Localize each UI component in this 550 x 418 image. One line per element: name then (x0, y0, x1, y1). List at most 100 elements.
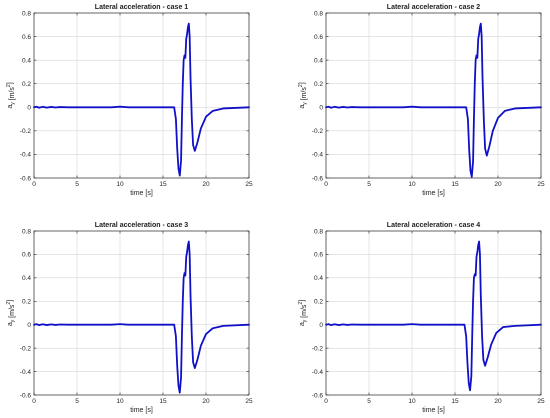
x-tick-label: 15 (159, 181, 167, 188)
axes-box (325, 12, 542, 179)
y-tick-label: 0.6 (22, 34, 31, 41)
y-tick-label: 0.4 (22, 57, 31, 64)
x-tick-label: 10 (116, 181, 124, 188)
x-axis-label: time [s] (422, 407, 445, 414)
y-axis-label-part: y (10, 102, 16, 105)
x-tick-label: 0 (324, 398, 328, 405)
chart-title: Lateral acceleration - case 1 (95, 4, 188, 11)
y-axis-label: ay [m/s2] (6, 82, 16, 108)
x-tick-label: 10 (408, 181, 416, 188)
y-tick-label: -0.4 (20, 369, 32, 376)
x-tick-label: 25 (245, 398, 253, 405)
y-axis-label-part: y (302, 319, 308, 322)
series-line (33, 22, 250, 177)
x-tick-label: 0 (324, 181, 328, 188)
x-axis-label: time [s] (130, 407, 153, 414)
y-axis-label-part: 2 (298, 302, 304, 305)
x-tick-label: 0 (32, 181, 36, 188)
y-tick-label: -0.6 (312, 392, 324, 399)
y-tick-label: 0.4 (314, 275, 323, 282)
y-tick-label: 0.8 (22, 10, 31, 17)
x-tick-label: 20 (202, 181, 210, 188)
y-axis-label-part: [m/s (9, 304, 16, 318)
subplot-1: 0 5 10 15 20 25 -0.6 -0.4 -0.2 0 0.2 0.4 0.6 0.8 Later… (6, 4, 253, 197)
y-axis-label: ay [m/s2] (6, 300, 16, 326)
x-tick-label: 15 (159, 398, 167, 405)
x-tick-label: 20 (494, 181, 502, 188)
chart-title: Lateral acceleration - case 3 (95, 222, 188, 229)
y-axis-label: ay [m/s2] (298, 300, 308, 326)
x-tick-label: 25 (245, 181, 253, 188)
y-axis-label-part: y (10, 319, 16, 322)
y-axis-label: ay [m/s2] (298, 82, 308, 108)
y-tick-label: 0.8 (22, 228, 31, 235)
plot-area (34, 13, 249, 178)
x-tick-label: 15 (451, 181, 459, 188)
y-tick-label: -0.6 (20, 175, 32, 182)
plot-area (326, 13, 541, 178)
subplot-2: 0 5 10 15 20 25 -0.6 -0.4 -0.2 0 0.2 0.4 0.6 0.8 Later… (298, 4, 545, 197)
y-tick-label: -0.4 (312, 369, 324, 376)
y-axis-label-part: 2 (6, 302, 12, 305)
x-tick-label: 10 (116, 398, 124, 405)
x-tick-label: 25 (537, 181, 545, 188)
x-tick-label: 5 (367, 181, 371, 188)
subplot-3: 0 5 10 15 20 25 -0.6 -0.4 -0.2 0 0.2 0.4 0.6 0.8 Later… (6, 222, 253, 414)
plot-area (34, 231, 249, 395)
y-tick-label: 0.2 (22, 299, 31, 306)
x-tick-label: 5 (75, 181, 79, 188)
x-tick-label: 10 (408, 398, 416, 405)
y-tick-label: 0.6 (314, 252, 323, 259)
y-axis-label-part: a (299, 105, 306, 109)
y-axis-label-part: [m/s (301, 87, 308, 101)
y-axis-label-part: 2 (6, 84, 12, 87)
x-tick-label: 5 (75, 398, 79, 405)
y-axis-label-part: [m/s (301, 304, 308, 318)
axes-box (325, 230, 542, 396)
x-tick-label: 5 (367, 398, 371, 405)
y-tick-label: 0 (319, 105, 323, 112)
y-tick-label: 0.2 (22, 81, 31, 88)
y-axis-label-part: [m/s (9, 87, 16, 101)
y-tick-label: -0.4 (312, 152, 324, 159)
y-tick-label: 0.2 (314, 299, 323, 306)
y-tick-label: 0.4 (22, 275, 31, 282)
y-axis-label-part: ] (299, 82, 306, 84)
y-axis-label-part: a (7, 105, 14, 109)
x-axis-label: time [s] (422, 190, 445, 197)
x-tick-label: 0 (32, 398, 36, 405)
y-axis-label-part: y (302, 102, 308, 105)
x-tick-label: 15 (451, 398, 459, 405)
y-axis-label-part: a (7, 322, 14, 326)
y-tick-label: -0.6 (20, 392, 32, 399)
y-tick-label: -0.2 (20, 345, 32, 352)
y-axis-label-part: ] (7, 300, 14, 302)
y-tick-label: 0.8 (314, 10, 323, 17)
y-tick-label: 0.8 (314, 228, 323, 235)
chart-title: Lateral acceleration - case 2 (387, 4, 480, 11)
y-tick-label: -0.2 (312, 345, 324, 352)
y-axis-label-part: ] (7, 82, 14, 84)
axes-box (33, 230, 250, 396)
y-tick-label: 0 (27, 322, 31, 329)
y-tick-label: -0.6 (312, 175, 324, 182)
series-line (325, 22, 542, 178)
y-tick-label: 0.6 (314, 34, 323, 41)
y-tick-label: -0.2 (312, 128, 324, 135)
y-axis-label-part: ] (299, 300, 306, 302)
y-axis-label-part: 2 (298, 84, 304, 87)
x-tick-label: 25 (537, 398, 545, 405)
x-axis-label: time [s] (130, 190, 153, 197)
x-tick-label: 20 (202, 398, 210, 405)
series-line (33, 240, 250, 394)
plot-area (326, 231, 541, 395)
y-tick-label: -0.4 (20, 152, 32, 159)
series-line (325, 240, 542, 392)
y-axis-label-part: a (299, 322, 306, 326)
y-tick-label: 0.4 (314, 57, 323, 64)
axes-box (33, 12, 250, 179)
subplot-4: 0 5 10 15 20 25 -0.6 -0.4 -0.2 0 0.2 0.4 0.6 0.8 Later… (298, 222, 545, 414)
y-tick-label: 0.2 (314, 81, 323, 88)
y-tick-label: 0 (27, 105, 31, 112)
